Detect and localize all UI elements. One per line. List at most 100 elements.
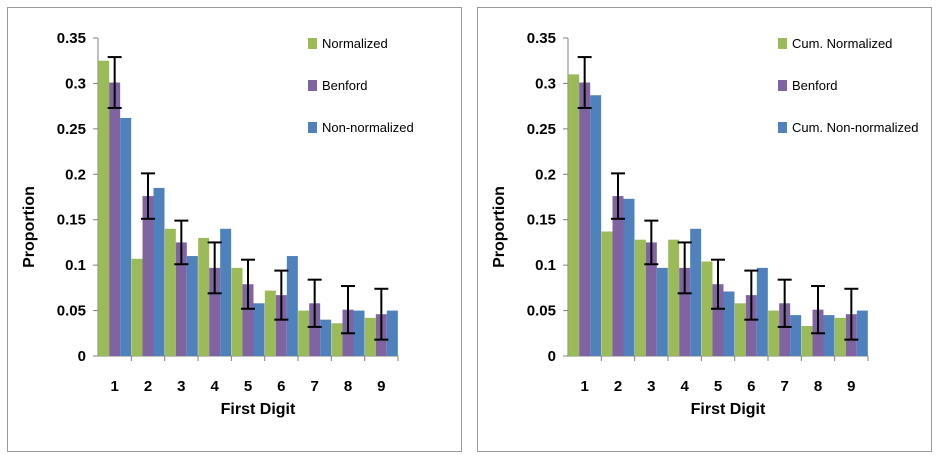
bar-normalized-6	[264, 290, 276, 356]
bar-benford-6	[275, 295, 287, 356]
bar-cum-normalized-1	[568, 74, 580, 356]
x-tick-label: 7	[310, 378, 318, 395]
error-bar-4	[207, 241, 222, 295]
error-bar-3	[644, 219, 659, 266]
bar-cum-normalized-7	[768, 310, 780, 356]
bar-non-normalized-6	[286, 256, 298, 356]
bar-benford-1	[579, 82, 591, 357]
x-tick-label: 6	[277, 378, 285, 395]
bar-cum-normalized-9	[834, 317, 846, 356]
bar-cum-non-normalized-7	[790, 315, 802, 356]
error-bar-1	[107, 56, 122, 109]
bar-normalized-3	[164, 228, 176, 356]
error-bar-8	[811, 285, 825, 335]
bar-normalized-7	[298, 310, 310, 356]
bar-cum-non-normalized-4	[690, 228, 702, 356]
bar-non-normalized-2	[153, 187, 165, 356]
error-bar-2	[141, 172, 155, 220]
error-bar-7	[777, 278, 792, 328]
bar-benford-7	[309, 303, 321, 356]
y-tick-label: 0.25	[57, 121, 86, 138]
error-bar-1	[577, 56, 592, 109]
legend-swatch-2	[308, 122, 317, 133]
x-tick-label: 1	[580, 378, 588, 395]
x-tick-label: 4	[210, 378, 219, 395]
legend-swatch-1	[308, 80, 317, 91]
x-tick-label: 5	[714, 378, 722, 395]
bar-cum-normalized-5	[701, 261, 713, 356]
bar-normalized-5	[231, 267, 243, 356]
legend-label-1: Benford	[792, 78, 838, 93]
bar-cum-non-normalized-9	[856, 310, 868, 356]
error-bar-3	[174, 219, 189, 266]
legend-swatch-0	[778, 38, 787, 49]
bar-benford-5	[712, 284, 724, 356]
y-tick-label: 0.1	[65, 257, 86, 274]
bar-non-normalized-8	[353, 310, 365, 356]
chart-panel-left: 0 0.05 0.1 0.15 0.2 0.25 0.3 0.35 1 2 3 4 5 6 7 8 9 First…	[7, 7, 462, 452]
bar-cum-non-normalized-8	[823, 315, 835, 356]
x-tick-label: 7	[780, 378, 788, 395]
bar-cum-normalized-4	[668, 239, 680, 356]
x-tick-label: 4	[680, 378, 689, 395]
bar-benford-1	[109, 82, 121, 357]
chart-left: 0 0.05 0.1 0.15 0.2 0.25 0.3 0.35 1 2 3 4 5 6 7 8 9 First…	[21, 30, 414, 418]
x-tick-label: 6	[747, 378, 755, 395]
x-tick-label: 9	[377, 378, 385, 395]
bar-non-normalized-4	[220, 228, 232, 356]
bar-cum-non-normalized-2	[623, 198, 635, 356]
bar-cum-normalized-2	[601, 231, 613, 356]
bar-cum-normalized-3	[634, 239, 646, 356]
y-tick-label: 0.1	[535, 257, 556, 274]
legend-swatch-0	[308, 38, 317, 49]
legend-label-1: Benford	[322, 78, 368, 93]
y-tick-label: 0.05	[527, 303, 556, 320]
bar-benford-4	[679, 267, 691, 356]
x-tick-label: 8	[344, 378, 352, 395]
x-tick-label: 8	[814, 378, 822, 395]
y-tick-label: 0.2	[65, 166, 86, 183]
y-axis-title: Proportion	[21, 186, 38, 268]
error-bar-4	[677, 241, 692, 295]
error-bar-7	[307, 278, 322, 328]
error-bar-5	[711, 258, 725, 310]
y-tick-label: 0.35	[57, 30, 86, 47]
y-tick-label: 0.05	[57, 303, 86, 320]
error-bar-6	[274, 269, 289, 321]
y-tick-label: 0	[548, 348, 556, 365]
bar-normalized-8	[331, 323, 343, 356]
y-axis-title: Proportion	[491, 186, 508, 268]
x-tick-label: 2	[614, 378, 622, 395]
x-tick-label: 1	[110, 378, 118, 395]
x-tick-label: 5	[244, 378, 252, 395]
x-axis-title: First Digit	[221, 401, 296, 418]
legend-label-0: Cum. Normalized	[792, 36, 892, 51]
error-bar-8	[341, 285, 355, 335]
y-tick-label: 0.25	[527, 121, 556, 138]
bar-benford-3	[645, 242, 657, 356]
bar-benford-2	[612, 196, 624, 356]
y-tick-label: 0.15	[527, 212, 556, 229]
y-tick-label: 0.3	[535, 75, 556, 92]
chart-panel-right: 0 0.05 0.1 0.15 0.2 0.25 0.3 0.35 1 2 3 4 5 6 7 8 9 First…	[477, 7, 932, 452]
x-tick-label: 3	[177, 378, 185, 395]
bar-cum-non-normalized-1	[590, 95, 602, 357]
bar-benford-6	[745, 295, 757, 356]
bar-benford-4	[209, 267, 221, 356]
bar-cum-non-normalized-6	[756, 267, 768, 356]
legend-swatch-2	[778, 122, 787, 133]
y-tick-label: 0.15	[57, 212, 86, 229]
y-tick-label: 0.35	[527, 30, 556, 47]
y-tick-label: 0.3	[65, 75, 86, 92]
bar-non-normalized-7	[320, 319, 332, 356]
bar-non-normalized-5	[253, 303, 265, 356]
x-tick-label: 2	[144, 378, 152, 395]
chart-right: 0 0.05 0.1 0.15 0.2 0.25 0.3 0.35 1 2 3 4 5 6 7 8 9 First…	[491, 30, 918, 418]
bar-benford-7	[779, 303, 791, 356]
y-tick-label: 0.2	[535, 166, 556, 183]
error-bar-9	[844, 287, 859, 341]
x-axis-title: First Digit	[691, 401, 766, 418]
error-bar-9	[374, 287, 389, 341]
error-bar-5	[241, 258, 255, 310]
y-tick-label: 0	[78, 348, 86, 365]
